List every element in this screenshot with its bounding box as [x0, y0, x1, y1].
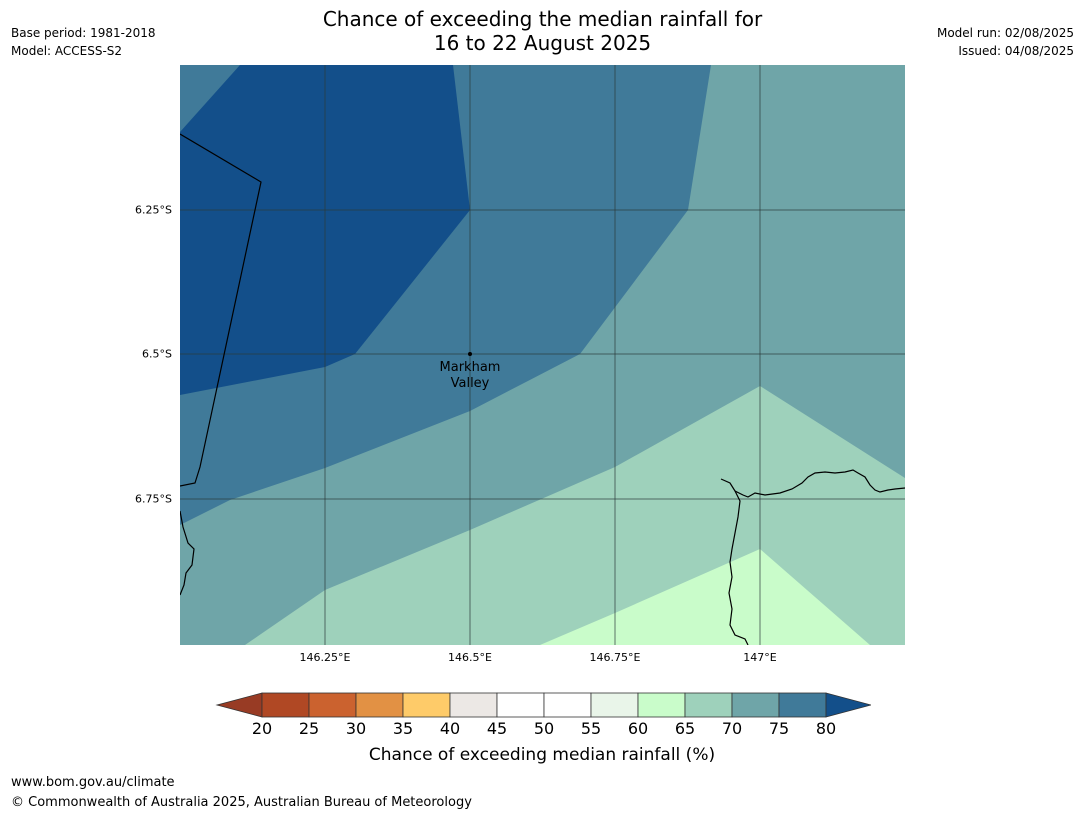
colorbar-tick-label: 25 [298, 719, 320, 738]
colorbar-tick-label: 45 [486, 719, 508, 738]
colorbar-over-arrow [825, 692, 871, 718]
colorbar-tick-label: 40 [439, 719, 461, 738]
rainfall-map [180, 65, 905, 645]
colorbar-tick-label: 70 [721, 719, 743, 738]
colorbar-segment [496, 692, 545, 718]
lon-tick-146-5: 146.5°E [448, 651, 492, 664]
markham-valley-marker [468, 352, 472, 356]
colorbar-segment [731, 692, 780, 718]
colorbar-segment [449, 692, 498, 718]
colorbar-title: Chance of exceeding median rainfall (%) [368, 745, 716, 765]
colorbar-segment [543, 692, 592, 718]
colorbar-tick-label: 60 [627, 719, 649, 738]
footer-url: www.bom.gov.au/climate [11, 775, 175, 790]
lat-tick-6-25: 6.25°S [135, 203, 172, 217]
title-line-1: Chance of exceeding the median rainfall … [322, 7, 763, 31]
colorbar-tick-label: 35 [392, 719, 414, 738]
meta-left: Base period: 1981-2018 Model: ACCESS-S2 [11, 24, 156, 60]
colorbar-tick-label: 20 [251, 719, 273, 738]
lon-tick-147: 147°E [743, 651, 777, 664]
colorbar-segment [402, 692, 451, 718]
lon-tick-146-25: 146.25°E [299, 651, 351, 664]
colorbar-segment [261, 692, 310, 718]
meta-right: Model run: 02/08/2025 Issued: 04/08/2025 [937, 24, 1074, 60]
colorbar-segment [355, 692, 404, 718]
colorbar-tick-label: 75 [768, 719, 790, 738]
model-run-text: Model run: 02/08/2025 [936, 26, 1074, 40]
colorbar-tick-label: 50 [533, 719, 555, 738]
colorbar-segment [637, 692, 686, 718]
lat-tick-6-75: 6.75°S [135, 492, 172, 506]
chart-title: Chance of exceeding the median rainfall … [0, 7, 1085, 55]
colorbar-tick-label: 65 [674, 719, 696, 738]
colorbar-tick-label: 30 [345, 719, 367, 738]
lon-tick-146-75: 146.75°E [589, 651, 641, 664]
title-line-2: 16 to 22 August 2025 [433, 31, 652, 55]
coastline [180, 133, 905, 645]
footer-copyright: © Commonwealth of Australia 2025, Austra… [11, 795, 472, 810]
place-label: Markham Valley [440, 360, 501, 392]
place-name-line-1: Markham [439, 360, 501, 375]
colorbar-segment [590, 692, 639, 718]
colorbar-segment [684, 692, 733, 718]
issued-text: Issued: 04/08/2025 [958, 44, 1074, 58]
colorbar-tick-label: 80 [815, 719, 837, 738]
model-text: Model: ACCESS-S2 [11, 44, 123, 58]
base-period-text: Base period: 1981-2018 [11, 26, 156, 40]
colorbar-under-arrow [215, 692, 263, 718]
place-name-line-2: Valley [450, 376, 490, 391]
colorbar [215, 692, 871, 718]
colorbar-segment [778, 692, 827, 718]
colorbar-segment [308, 692, 357, 718]
lat-tick-6-5: 6.5°S [142, 347, 172, 361]
colorbar-tick-label: 55 [580, 719, 602, 738]
band-60-65 [540, 549, 870, 645]
